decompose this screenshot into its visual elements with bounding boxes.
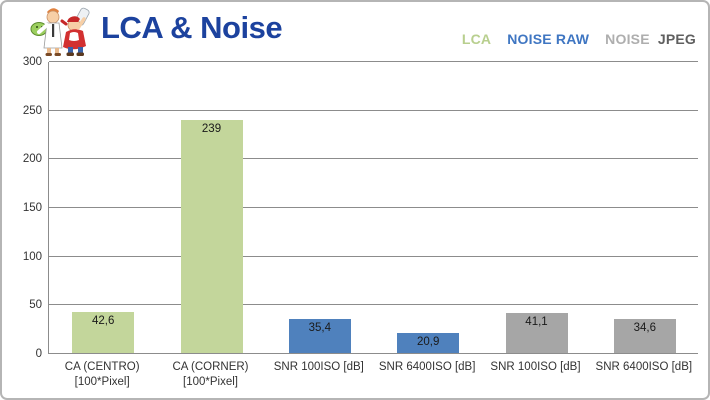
bar: 34,6 — [613, 319, 676, 353]
y-tick-label: 250 — [22, 104, 42, 117]
legend-noise-jpeg-word2: JPEG — [657, 31, 696, 47]
y-tick-label: 150 — [22, 202, 42, 214]
bar-value-label: 34,6 — [633, 322, 657, 335]
x-category-label: CA (CENTRO) [100*Pixel] — [64, 361, 140, 388]
y-tick-label: 100 — [22, 250, 42, 263]
gridline — [49, 158, 698, 160]
plot-area: 42,6 239 35,4 20,9 41,1 34,6 — [48, 61, 698, 354]
gridline — [49, 109, 698, 111]
y-tick-label: 200 — [22, 153, 42, 166]
bar: 41,1 — [505, 313, 568, 353]
bar: 35,4 — [288, 318, 351, 353]
legend: LCA NOISE RAW NOISE JPEG — [462, 31, 696, 47]
x-category-label: SNR 100ISO [dB] — [490, 361, 581, 373]
legend-item-lca: LCA — [461, 31, 492, 47]
legend-item-noise-raw: NOISE RAW — [507, 31, 590, 47]
x-category-label: SNR 6400ISO [dB] — [595, 361, 693, 373]
chart-title: LCA & Noise — [101, 10, 283, 45]
y-tick-label: 0 — [35, 348, 42, 360]
bar-value-label: 41,1 — [525, 316, 548, 328]
legend-item-noise-jpeg: NOISE JPEG — [605, 31, 696, 47]
y-tick-label: 300 — [22, 56, 42, 68]
x-category-label: SNR 6400ISO [dB] — [378, 361, 476, 373]
mascot-icon — [30, 7, 90, 56]
x-category-label: CA (CORNER) [100*Pixel] — [172, 361, 249, 388]
bar: 42,6 — [72, 311, 135, 353]
bar-value-label: 20,9 — [416, 335, 440, 348]
y-tick-label: 50 — [29, 299, 42, 312]
bar-value-label: 239 — [201, 123, 222, 136]
gridline — [49, 255, 698, 257]
gridline — [49, 61, 698, 62]
bar: 20,9 — [397, 332, 460, 353]
bar-value-label: 35,4 — [308, 321, 332, 334]
bar: 239 — [180, 120, 243, 353]
gridline — [49, 207, 698, 208]
legend-noise-jpeg-word1: NOISE — [605, 31, 650, 47]
x-category-label: SNR 100ISO [dB] — [273, 361, 364, 373]
bar-value-label: 42,6 — [91, 314, 115, 327]
gridline — [49, 304, 698, 306]
